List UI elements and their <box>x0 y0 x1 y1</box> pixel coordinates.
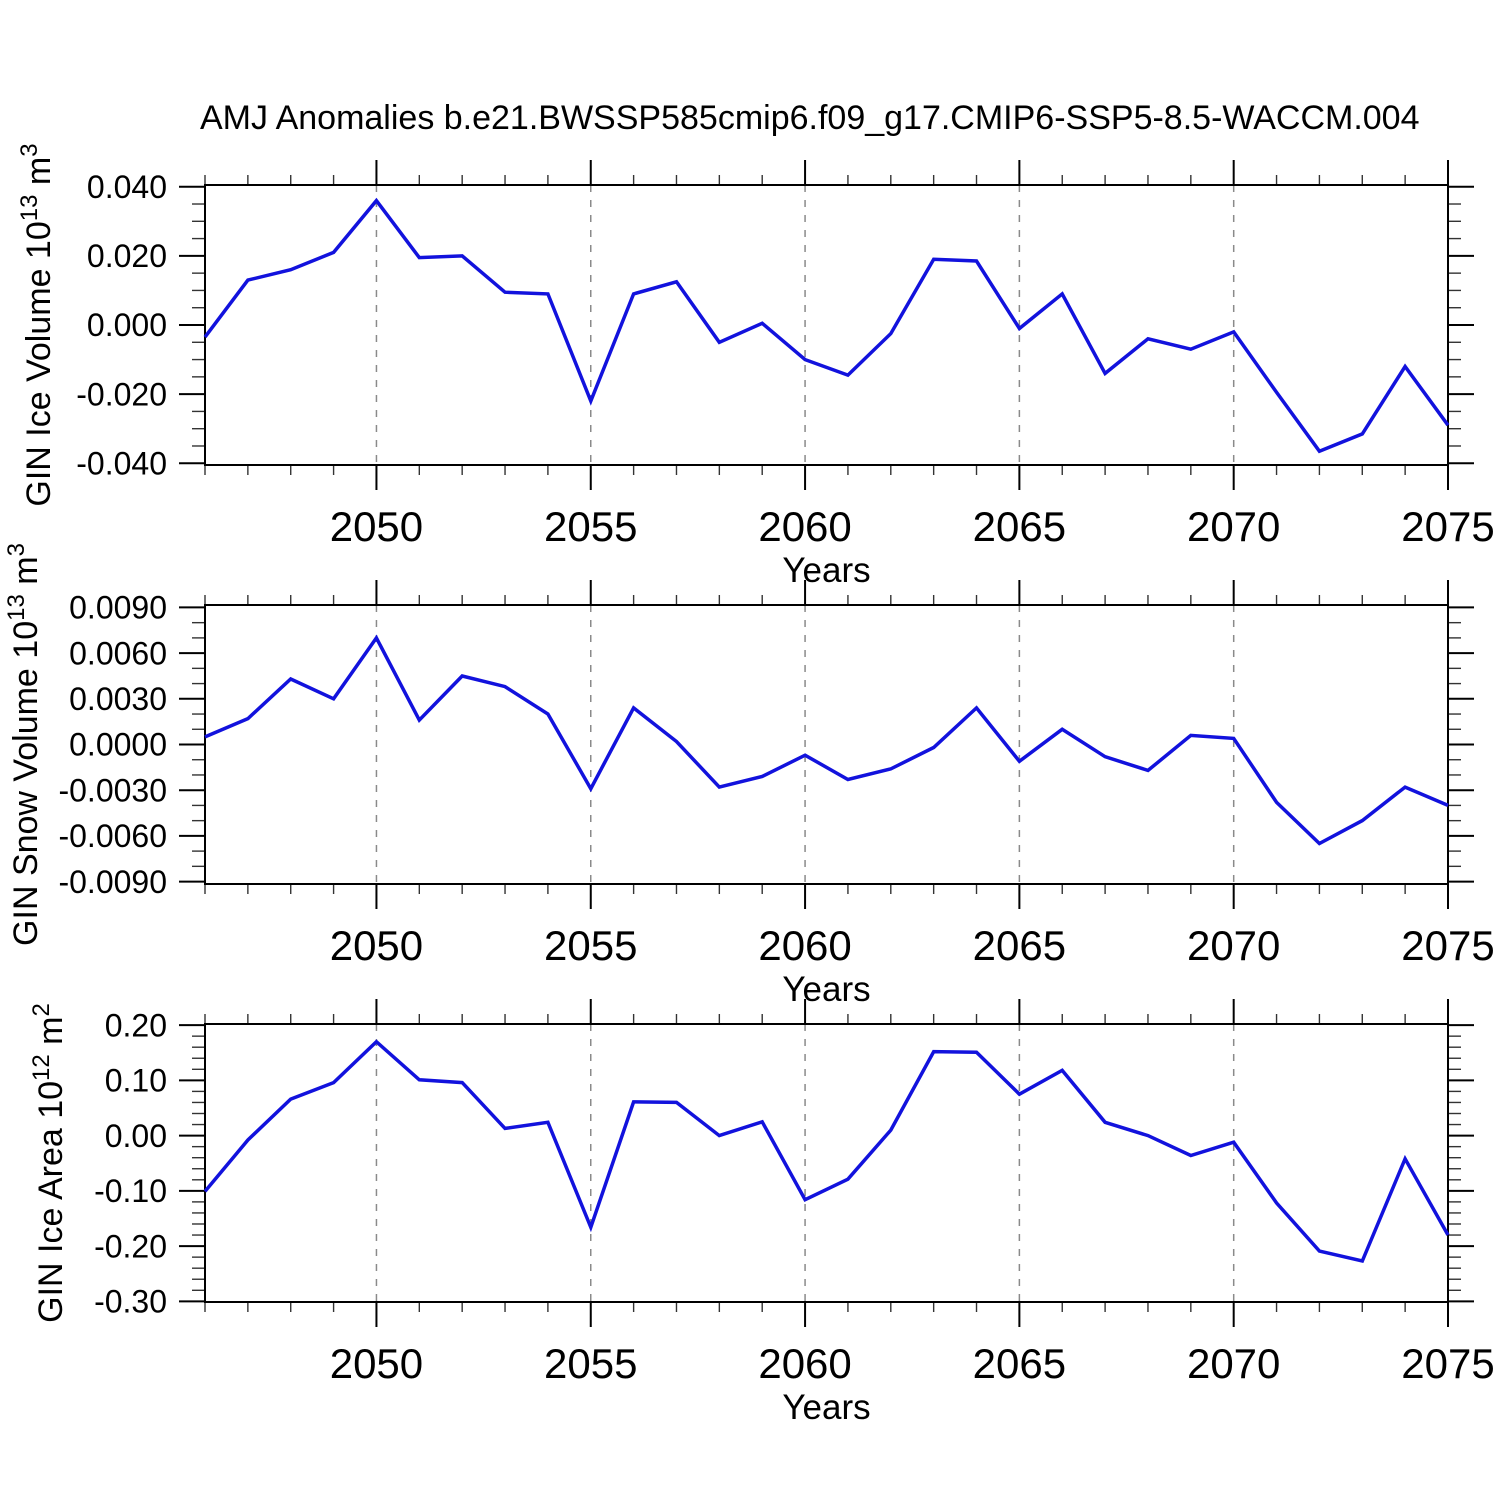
x-axis-title: Years <box>782 1388 870 1427</box>
y-tick-label: 0.00 <box>105 1118 167 1154</box>
data-line-gin-ice-area <box>203 1039 1450 1264</box>
x-tick-label: 2075 <box>1401 1340 1494 1387</box>
x-tick-label: 2050 <box>330 922 423 969</box>
plot-frame <box>204 1023 1449 1303</box>
y-tick-label: -0.0060 <box>58 818 167 854</box>
y-tick-label: 0.10 <box>105 1063 167 1099</box>
y-tick-label: 0.000 <box>87 307 167 343</box>
x-tick-label: 2070 <box>1187 1340 1280 1387</box>
x-tick-label: 2055 <box>544 922 637 969</box>
y-tick-label: 0.040 <box>87 169 167 205</box>
y-tick-label: 0.20 <box>105 1007 167 1043</box>
panel-3: 0.20 0.10 0.00 -0.10 -0.20 -0.30 2050 2055 2060 2… <box>28 999 1495 1427</box>
x-tick-label: 2055 <box>544 1340 637 1387</box>
y-tick-label: 0.0030 <box>69 681 167 717</box>
plot-frame <box>204 604 1449 885</box>
y-tick-label: 0.020 <box>87 238 167 274</box>
y-axis-title: GIN Snow Volume 1013​ m3​ <box>3 543 45 946</box>
x-tick-label: 2065 <box>973 922 1066 969</box>
x-tick-label: 2070 <box>1187 922 1280 969</box>
x-tick-label: 2065 <box>973 1340 1066 1387</box>
x-tick-label: 2055 <box>544 503 637 550</box>
y-tick-label: -0.020 <box>76 376 167 412</box>
y-tick-label: -0.30 <box>94 1284 167 1320</box>
x-tick-label: 2075 <box>1401 922 1494 969</box>
y-axis-title: GIN Ice Volume 1013​ m3​ <box>16 143 58 506</box>
data-line-gin-snow-volume <box>204 634 1449 846</box>
panel-1: 0.040 0.020 0.000 -0.020 -0.040 2050 2055 2060 2… <box>16 143 1495 590</box>
plot-frame <box>204 184 1449 466</box>
x-tick-label: 2070 <box>1187 503 1280 550</box>
y-axis-title: GIN Ice Area 1012​ m2​ <box>28 1003 70 1323</box>
x-tick-label: 2050 <box>330 503 423 550</box>
y-tick-label: 0.0000 <box>69 727 167 763</box>
x-tick-label: 2060 <box>758 922 851 969</box>
x-tick-label: 2075 <box>1401 503 1494 550</box>
x-axis-title: Years <box>782 970 870 1009</box>
data-line-gin-ice-volume <box>203 197 1450 454</box>
y-tick-label: -0.10 <box>94 1173 167 1209</box>
x-tick-label: 2050 <box>330 1340 423 1387</box>
y-tick-label: -0.20 <box>94 1228 167 1264</box>
chart-title: AMJ Anomalies b.e21.BWSSP585cmip6.f09_g1… <box>200 99 1420 137</box>
x-tick-label: 2060 <box>758 1340 851 1387</box>
y-tick-label: 0.0090 <box>69 590 167 626</box>
x-axis-title: Years <box>782 551 870 590</box>
y-tick-label: 0.0060 <box>69 635 167 671</box>
panel-2: 0.0090 0.0060 0.0030 0.0000 -0.0030 -0.0060 -0… <box>3 543 1495 1009</box>
x-tick-label: 2065 <box>973 503 1066 550</box>
x-tick-label: 2060 <box>758 503 851 550</box>
y-tick-label: -0.0030 <box>58 772 167 808</box>
y-tick-label: -0.0090 <box>58 864 167 900</box>
y-tick-label: -0.040 <box>76 445 167 481</box>
